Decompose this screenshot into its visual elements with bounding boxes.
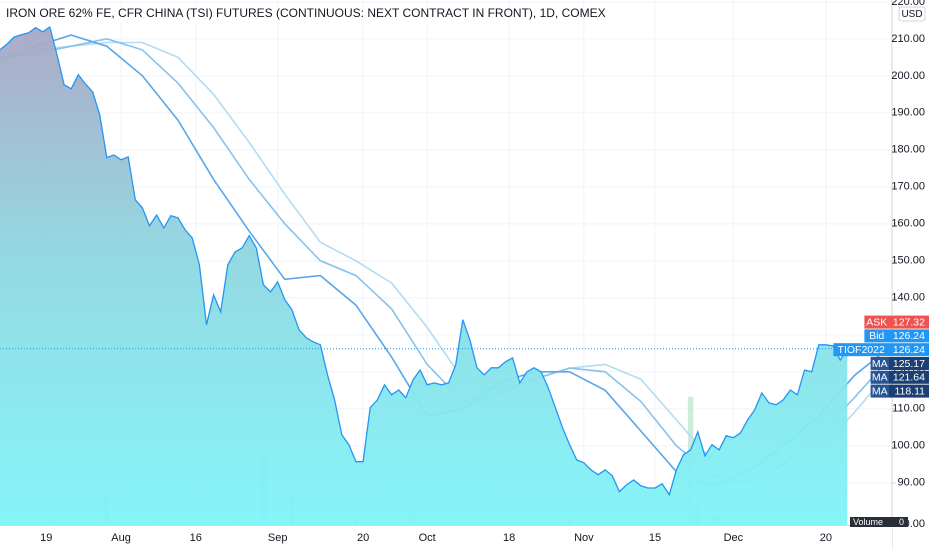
- x-tick-label: Oct: [419, 532, 436, 544]
- tag-value-box: [889, 356, 929, 370]
- tag-label: TIOF2022: [838, 344, 885, 356]
- price-axis-bg: [892, 0, 932, 550]
- volume-legend-box: [850, 517, 908, 527]
- tag-value: 118.11: [894, 385, 925, 397]
- tag-label-box: [864, 315, 889, 329]
- y-tick-label: 110.00: [892, 403, 925, 415]
- tag-label: MA: [872, 372, 888, 384]
- tag-value-box: [889, 343, 929, 357]
- volume-legend-value: 0: [899, 517, 904, 527]
- tag-label: MA: [872, 385, 888, 397]
- tag-label-box: [870, 370, 889, 384]
- chart-title: IRON ORE 62% FE, CFR CHINA (TSI) FUTURES…: [6, 6, 606, 20]
- y-tick-label: 170.00: [891, 181, 925, 193]
- y-tick-label: 160.00: [891, 218, 925, 230]
- y-tick-label: 150.00: [891, 255, 925, 267]
- y-tick-label: 180.00: [891, 144, 925, 156]
- price-area: [0, 27, 848, 525]
- tag-label: ASK: [866, 316, 887, 328]
- y-tick-label: 100.00: [891, 440, 925, 452]
- x-tick-label: Dec: [724, 532, 744, 544]
- price-tags: ASK 127.32 Bid 126.24 TIOF2022 126.24 MA 125.17…: [833, 315, 929, 527]
- x-tick-label: Sep: [268, 532, 288, 544]
- y-tick-label: 220.00: [891, 0, 925, 8]
- plot: [0, 25, 892, 525]
- volume-tick-label: 0.00: [904, 518, 925, 530]
- tag-label-box: [864, 329, 889, 343]
- tag-label-box: [833, 343, 889, 357]
- x-tick-label: 15: [649, 532, 661, 544]
- y-tick-label: 210.00: [891, 33, 925, 45]
- tag-value: 121.64: [893, 372, 925, 384]
- currency: USD: [901, 9, 922, 20]
- tag-value-box: [889, 329, 929, 343]
- tag-label: Bid: [869, 330, 884, 342]
- axes: 90.00100.00110.00120.00130.00140.00150.0…: [40, 0, 925, 544]
- volume-legend-name: Volume: [853, 517, 883, 527]
- tag-value-box: [889, 384, 929, 398]
- tag-value: 127.32: [893, 316, 925, 328]
- tag-label: MA: [872, 358, 888, 370]
- y-tick-label: 140.00: [891, 292, 925, 304]
- x-tick-label: 19: [40, 532, 52, 544]
- tag-value: 126.24: [893, 330, 925, 342]
- y-tick-label: 190.00: [891, 107, 925, 119]
- tag-value: 126.24: [893, 344, 925, 356]
- time-axis-bg: [0, 525, 892, 550]
- x-tick-label: 20: [357, 532, 369, 544]
- y-tick-label: 90.00: [897, 477, 925, 489]
- tag-value-box: [889, 370, 929, 384]
- tag-value: 125.17: [893, 358, 925, 370]
- currency-box: [898, 6, 926, 22]
- title-bg: [6, 5, 472, 23]
- x-tick-label: 16: [190, 532, 202, 544]
- y-tick-label: 200.00: [891, 70, 925, 82]
- x-tick-label: 18: [503, 532, 515, 544]
- tag-label-box: [870, 356, 889, 370]
- x-tick-label: Nov: [574, 532, 594, 544]
- x-tick-label: 20: [820, 532, 832, 544]
- x-tick-label: Aug: [111, 532, 131, 544]
- tag-value-box: [889, 315, 929, 329]
- tag-label-box: [870, 384, 889, 398]
- price-line: [0, 25, 848, 497]
